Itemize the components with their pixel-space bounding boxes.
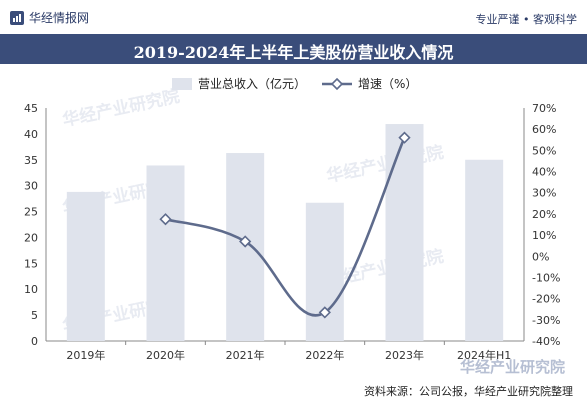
y-right-tick-label: 50% bbox=[532, 144, 556, 157]
y-right-tick-label: 20% bbox=[532, 208, 556, 221]
legend-line-marker bbox=[330, 77, 344, 91]
y-left-tick-label: 20 bbox=[24, 231, 38, 244]
x-tick-label: 2024年H1 bbox=[457, 348, 511, 362]
growth-marker-1 bbox=[159, 213, 172, 226]
bar-6 bbox=[465, 159, 504, 341]
growth-line bbox=[165, 137, 406, 317]
y-left-tick-label: 0 bbox=[31, 335, 38, 348]
y-left-tick-label: 30 bbox=[24, 180, 38, 193]
y-right-tick-label: -10% bbox=[532, 271, 560, 284]
y-left-tick-label: 5 bbox=[31, 309, 38, 322]
growth-marker-2 bbox=[239, 235, 252, 248]
y-left-tick-label: 25 bbox=[24, 206, 38, 219]
y-right-tick-label: 40% bbox=[532, 166, 556, 179]
bar-1 bbox=[66, 191, 105, 341]
legend-line-label: 增速（%） bbox=[358, 77, 417, 91]
brand: 华经情报网 bbox=[10, 9, 89, 26]
combo-chart: 华经产业研究院华经产业研究院华经产业研究院华经产业研究院华经产业研究院05101… bbox=[24, 76, 560, 362]
y-left-tick-label: 35 bbox=[24, 154, 38, 167]
watermark-text: 华经产业研究院 bbox=[325, 142, 446, 187]
x-tick-label: 2021年 bbox=[226, 348, 265, 362]
y-right-tick-label: 0% bbox=[532, 250, 549, 263]
y-right-tick-label: -30% bbox=[532, 314, 560, 327]
source-note: 资料来源：公司公报，华经产业研究院整理 bbox=[364, 385, 573, 398]
growth-marker-3 bbox=[318, 306, 331, 319]
bar-2 bbox=[146, 165, 185, 341]
y-right-tick-label: 70% bbox=[532, 102, 556, 115]
y-left-tick-label: 40 bbox=[24, 128, 38, 141]
y-right-tick-label: 60% bbox=[532, 123, 556, 136]
y-right-tick-label: 10% bbox=[532, 229, 556, 242]
x-tick-label: 2019年 bbox=[66, 348, 105, 362]
tagline: 专业严谨 • 客观科学 bbox=[475, 13, 577, 26]
growth-marker-4 bbox=[398, 131, 411, 144]
title-bar: 2019-2024年上半年上美股份营业收入情况 bbox=[0, 34, 587, 64]
watermark-text: 华经产业研究院 bbox=[61, 86, 182, 131]
legend-bar-swatch bbox=[172, 78, 192, 90]
bar-5 bbox=[385, 124, 424, 341]
x-tick-label: 2022年 bbox=[305, 348, 344, 362]
x-tick-label: 2023年 bbox=[385, 348, 424, 362]
chart-title: 2019-2024年上半年上美股份营业收入情况 bbox=[133, 43, 454, 62]
y-left-tick-label: 15 bbox=[24, 257, 38, 270]
y-right-tick-label: 30% bbox=[532, 187, 556, 200]
x-tick-label: 2020年 bbox=[146, 348, 185, 362]
top-bar: 华经情报网 专业严谨 • 客观科学 bbox=[0, 0, 587, 34]
brand-logo-icon bbox=[10, 10, 24, 25]
bar-4 bbox=[305, 202, 344, 341]
watermark-corner: 华经产业研究院 bbox=[459, 358, 565, 376]
y-right-tick-label: -40% bbox=[532, 335, 560, 348]
y-right-tick-label: -20% bbox=[532, 293, 560, 306]
brand-name: 华经情报网 bbox=[29, 11, 90, 25]
y-left-tick-label: 10 bbox=[24, 283, 38, 296]
y-left-tick-label: 45 bbox=[24, 102, 38, 115]
legend-bar-label: 营业总收入（亿元） bbox=[198, 76, 306, 91]
